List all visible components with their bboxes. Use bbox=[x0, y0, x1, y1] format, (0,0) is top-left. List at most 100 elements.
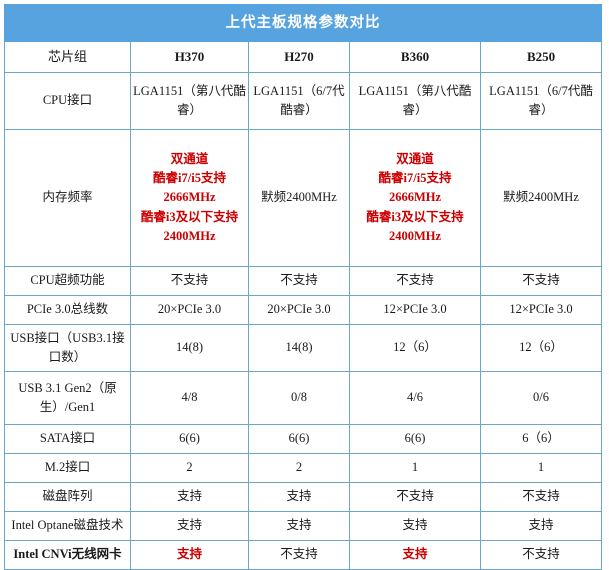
cell-line: 双通道 bbox=[170, 151, 209, 166]
cell-sata接口-h270: 6(6) bbox=[248, 424, 350, 454]
row-label-内存频率: 内存频率 bbox=[4, 129, 131, 267]
cell-line: 1 bbox=[537, 460, 545, 475]
cell-pcie-3-0总线数-b360: 12×PCIe 3.0 bbox=[349, 295, 481, 325]
column-header-b360: B360 bbox=[349, 41, 481, 73]
cell-line: 2666MHz bbox=[163, 190, 216, 205]
cell-line: 1 bbox=[411, 460, 419, 475]
table-row: CPU接口 LGA1151（第八代酷睿） LGA1151（6/7代酷睿） LGA115… bbox=[4, 72, 603, 130]
cell-cpu超频功能-h370: 不支持 bbox=[130, 266, 249, 296]
cell-pcie-3-0总线数-h370: 20×PCIe 3.0 bbox=[130, 295, 249, 325]
cell-line: 6（6） bbox=[522, 431, 560, 446]
cell-line: 支持 bbox=[286, 489, 312, 504]
cell-line: 12（6） bbox=[519, 340, 563, 355]
row-label-usb接口-usb3-1接口数: USB接口（USB3.1接口数） bbox=[4, 324, 131, 372]
cell-line: 不支持 bbox=[396, 489, 434, 504]
cell-intel-cnvi无线网卡-h270: 不支持 bbox=[248, 540, 350, 570]
column-header-chipset: 芯片组 bbox=[4, 41, 131, 73]
cell-line: LGA1151（6/7代酷睿） bbox=[253, 83, 345, 117]
cell-内存频率-h270: 默频2400MHz bbox=[248, 129, 350, 267]
cell-line: 不支持 bbox=[280, 273, 318, 288]
table-row: PCIe 3.0总线数 20×PCIe 3.0 20×PCIe 3.0 12×PCIe… bbox=[4, 295, 603, 325]
table-body: 上代主板规格参数对比 芯片组 H370 H270 B360 B250 CPU接口… bbox=[3, 4, 603, 570]
cell-line: 0/6 bbox=[533, 390, 550, 405]
cell-pcie-3-0总线数-h270: 20×PCIe 3.0 bbox=[248, 295, 350, 325]
cell-intel-cnvi无线网卡-b250: 不支持 bbox=[479, 540, 603, 570]
cell-intel-optane磁盘技术-h270: 支持 bbox=[248, 511, 350, 541]
page-root: 上代主板规格参数对比 芯片组 H370 H270 B360 B250 CPU接口… bbox=[3, 4, 603, 570]
cell-line: 12（6） bbox=[393, 340, 437, 355]
cell-usb接口-usb3-1接口数-h370: 14(8) bbox=[130, 324, 249, 372]
cell-line: 12×PCIe 3.0 bbox=[509, 302, 573, 317]
cell-line: 4/6 bbox=[407, 390, 423, 405]
row-label-intel-optane磁盘技术: Intel Optane磁盘技术 bbox=[4, 511, 131, 541]
cell-usb接口-usb3-1接口数-b360: 12（6） bbox=[349, 324, 481, 372]
cell-cpu超频功能-h270: 不支持 bbox=[248, 266, 350, 296]
cell-line: 2400MHz bbox=[388, 229, 442, 244]
cell-line: 20×PCIe 3.0 bbox=[157, 302, 222, 317]
cell-line: LGA1151（第八代酷睿） bbox=[358, 83, 472, 117]
cell-line: 支持 bbox=[176, 518, 202, 533]
row-label-pcie-3-0总线数: PCIe 3.0总线数 bbox=[4, 295, 131, 325]
table-header-row: 芯片组 H370 H270 B360 B250 bbox=[4, 41, 603, 73]
table-row: CPU超频功能 不支持 不支持 不支持 不支持 bbox=[4, 266, 603, 296]
cell-sata接口-b360: 6(6) bbox=[349, 424, 481, 454]
column-header-h370: H370 bbox=[130, 41, 249, 73]
cell-磁盘阵列-h370: 支持 bbox=[130, 482, 249, 512]
cell-line: 不支持 bbox=[280, 547, 318, 562]
cell-磁盘阵列-b360: 不支持 bbox=[349, 482, 481, 512]
cell-内存频率-b250: 默频2400MHz bbox=[479, 129, 603, 267]
cell-line: LGA1151（第八代酷睿） bbox=[133, 83, 246, 117]
table-row: M.2接口 2 2 1 1 bbox=[4, 453, 603, 483]
cell-line: 酷睿i3及以下支持 bbox=[366, 209, 464, 224]
cell-line: 6(6) bbox=[288, 431, 310, 446]
row-label-sata接口: SATA接口 bbox=[4, 424, 131, 454]
column-header-h270: H270 bbox=[248, 41, 350, 73]
row-label-磁盘阵列: 磁盘阵列 bbox=[4, 482, 131, 512]
cell-line: 支持 bbox=[176, 489, 202, 504]
cell-line: 2666MHz bbox=[388, 190, 442, 205]
cell-line: 支持 bbox=[286, 518, 312, 533]
cell-line: 酷睿i7/i5支持 bbox=[153, 170, 226, 185]
cell-line: 默频2400MHz bbox=[261, 190, 337, 205]
cell-intel-cnvi无线网卡-b360: 支持 bbox=[349, 540, 481, 570]
cell-cpu接口-b250: LGA1151（6/7代酷睿） bbox=[479, 72, 603, 130]
table-row: 内存频率 双通道酷睿i7/i5支持 2666MHz 酷睿i3及以下支持 2400MHz 默… bbox=[4, 129, 603, 267]
cell-sata接口-b250: 6（6） bbox=[479, 424, 603, 454]
cell-line: 酷睿i3及以下支持 bbox=[140, 209, 239, 224]
cell-line: 14(8) bbox=[175, 340, 204, 355]
cell-line: 不支持 bbox=[522, 547, 560, 562]
cell-line: 双通道 bbox=[396, 151, 434, 166]
table-row: 磁盘阵列 支持 支持 不支持 不支持 bbox=[4, 482, 603, 512]
table-title-row: 上代主板规格参数对比 bbox=[3, 4, 603, 42]
cell-line: 不支持 bbox=[522, 273, 560, 288]
cell-line: LGA1151（6/7代酷睿） bbox=[489, 83, 593, 117]
motherboard-spec-comparison-table: 上代主板规格参数对比 芯片组 H370 H270 B360 B250 CPU接口… bbox=[3, 4, 603, 570]
cell-line: 不支持 bbox=[170, 273, 209, 288]
cell-line: 6(6) bbox=[179, 431, 200, 446]
row-label-cpu接口: CPU接口 bbox=[4, 72, 131, 130]
cell-line: 12×PCIe 3.0 bbox=[383, 302, 447, 317]
cell-intel-optane磁盘技术-h370: 支持 bbox=[130, 511, 249, 541]
cell-磁盘阵列-b250: 不支持 bbox=[479, 482, 603, 512]
cell-磁盘阵列-h270: 支持 bbox=[248, 482, 350, 512]
cell-usb-3-1-gen2-原生-gen1-h270: 0/8 bbox=[248, 371, 350, 425]
cell-intel-cnvi无线网卡-h370: 支持 bbox=[130, 540, 249, 570]
cell-line: 支持 bbox=[402, 547, 428, 562]
cell-line: 6(6) bbox=[404, 431, 426, 446]
row-label-m-2接口: M.2接口 bbox=[4, 453, 131, 483]
cell-line: 4/8 bbox=[181, 390, 198, 405]
cell-line: 酷睿i7/i5支持 bbox=[378, 170, 452, 185]
cell-line: 0/8 bbox=[291, 390, 307, 405]
cell-usb-3-1-gen2-原生-gen1-h370: 4/8 bbox=[130, 371, 249, 425]
table-row: Intel CNVi无线网卡 支持 不支持 支持 不支持 bbox=[4, 540, 603, 570]
cell-cpu接口-h270: LGA1151（6/7代酷睿） bbox=[248, 72, 350, 130]
cell-pcie-3-0总线数-b250: 12×PCIe 3.0 bbox=[479, 295, 603, 325]
table-row: USB接口（USB3.1接口数） 14(8) 14(8) 12（6） 12（6） bbox=[4, 324, 603, 372]
cell-内存频率-h370: 双通道 酷睿i7/i5支持 2666MHz 酷睿i3及以下支持 2400MHz bbox=[130, 129, 249, 267]
cell-m-2接口-h270: 2 bbox=[248, 453, 350, 483]
table-row: Intel Optane磁盘技术 支持 支持 支持 支持 bbox=[4, 511, 603, 541]
cell-line: 支持 bbox=[528, 518, 554, 533]
row-label-usb-3-1-gen2-原生-gen1: USB 3.1 Gen2（原生）/Gen1 bbox=[4, 371, 131, 425]
cell-line: 支持 bbox=[402, 518, 428, 533]
cell-cpu接口-h370: LGA1151（第八代酷睿） bbox=[130, 72, 249, 130]
